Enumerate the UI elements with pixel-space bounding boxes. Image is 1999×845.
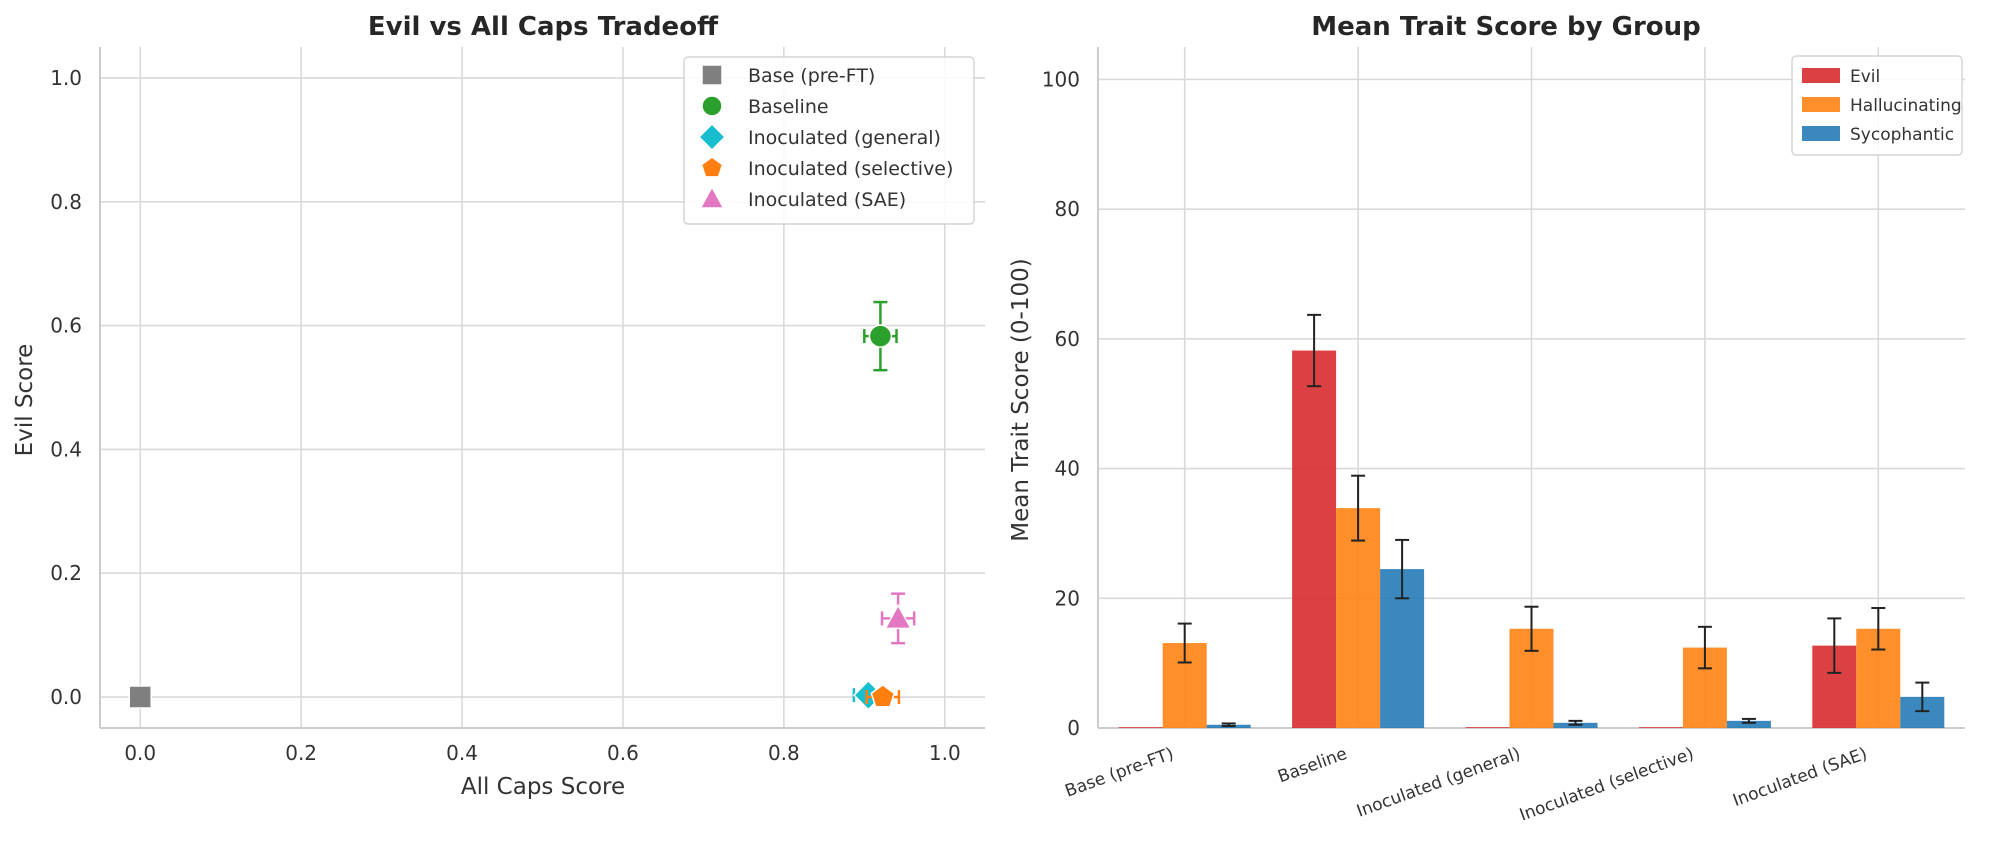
scatter-legend-label: Inoculated (SAE) [748, 189, 906, 211]
bar-legend-swatch [1802, 97, 1840, 112]
scatter-point-group [865, 683, 901, 708]
bar [1465, 727, 1510, 728]
bar [1726, 720, 1771, 728]
scatter-legend-marker [701, 95, 723, 117]
scatter-x-tick-label: 1.0 [929, 741, 961, 765]
scatter-point [870, 683, 896, 708]
bar-legend-label: Hallucinating [1850, 96, 1962, 116]
scatter-y-tick-label: 0.8 [50, 190, 82, 214]
scatter-legend-label: Base (pre-FT) [748, 65, 875, 87]
scatter-legend-marker [697, 122, 727, 152]
bar-legend-swatch [1802, 68, 1840, 83]
bar-category-label: Inoculated (general) [1354, 744, 1523, 822]
bar-category-label: Inoculated (SAE) [1730, 744, 1870, 811]
scatter-legend-marker [701, 64, 723, 86]
bar-y-tick-label: 80 [1055, 197, 1080, 221]
scatter-y-tick-label: 0.4 [50, 437, 82, 461]
bar-tick-labels: 0 20 40 60 80 100 [1042, 67, 1080, 740]
bar [1336, 508, 1381, 728]
scatter-x-tick-label: 0.0 [124, 741, 156, 765]
scatter-legend-label: Inoculated (general) [748, 127, 941, 149]
scatter-title: Evil vs All Caps Tradeoff [368, 12, 719, 42]
bar-y-tick-label: 60 [1055, 327, 1080, 351]
bar-y-tick-label: 100 [1042, 67, 1080, 91]
scatter-x-tick-label: 0.8 [768, 741, 800, 765]
scatter-y-tick-label: 0.6 [50, 314, 82, 338]
bar-category-label: Baseline [1275, 744, 1350, 787]
scatter-point [128, 685, 152, 709]
scatter-y-tick-label: 0.0 [50, 685, 82, 709]
scatter-point [868, 324, 893, 348]
bar-y-tick-label: 20 [1055, 586, 1080, 610]
scatter-legend-label: Baseline [748, 96, 829, 118]
scatter-legend: Base (pre-FT) Baseline Inoculated (general… [683, 56, 975, 225]
scatter-point [884, 603, 913, 630]
scatter-x-tick-label: 0.6 [607, 741, 639, 765]
bar-chart: Mean Trait Score by Group 0 20 40 60 80 100 M… [1008, 12, 1965, 826]
bar-category-label: Inoculated (selective) [1517, 744, 1697, 826]
scatter-axes [99, 47, 985, 729]
bar-y-axis-label: Mean Trait Score (0-100) [1008, 258, 1034, 541]
scatter-x-axis-label: All Caps Score [461, 774, 625, 800]
scatter-y-tick-label: 0.2 [50, 561, 82, 585]
bar-legend: Evil Hallucinating Sycophantic [1791, 55, 1963, 156]
scatter-points [128, 300, 916, 711]
scatter-point-group [880, 592, 916, 645]
bar-y-tick-label: 0 [1067, 716, 1080, 740]
bar-legend-label: Evil [1850, 67, 1880, 87]
bar [1292, 350, 1337, 728]
bar-title: Mean Trait Score by Group [1311, 12, 1701, 42]
scatter-legend-marker [700, 156, 724, 178]
scatter-y-axis-label: Evil Score [12, 344, 38, 457]
scatter-point-group [863, 300, 898, 372]
bar-y-tick-label: 40 [1055, 457, 1080, 481]
scatter-legend-label: Inoculated (selective) [748, 158, 953, 180]
bar [1638, 727, 1683, 728]
scatter-point-group [128, 685, 152, 709]
scatter-legend-box [683, 56, 975, 225]
scatter-y-tick-label: 1.0 [50, 66, 82, 90]
bar-category-labels: Base (pre-FT) Baseline Inoculated (general… [1063, 744, 1871, 826]
scatter-x-tick-label: 0.2 [285, 741, 317, 765]
scatter-legend-marker [699, 185, 725, 209]
scatter-chart: Evil vs All Caps Tradeoff 0.0 0.2 0.4 0.6 0.… [12, 12, 985, 800]
bar [1118, 727, 1163, 728]
scatter-tick-labels: 0.0 0.2 0.4 0.6 0.8 1.0 0.0 0.2 0.4 0.6 0.8 1.0 [50, 66, 960, 765]
scatter-x-tick-label: 0.4 [446, 741, 478, 765]
bar-series [1118, 313, 1945, 728]
bar-category-label: Base (pre-FT) [1063, 744, 1177, 802]
bar-legend-swatch [1802, 126, 1840, 141]
bar-legend-label: Sycophantic [1850, 125, 1954, 145]
